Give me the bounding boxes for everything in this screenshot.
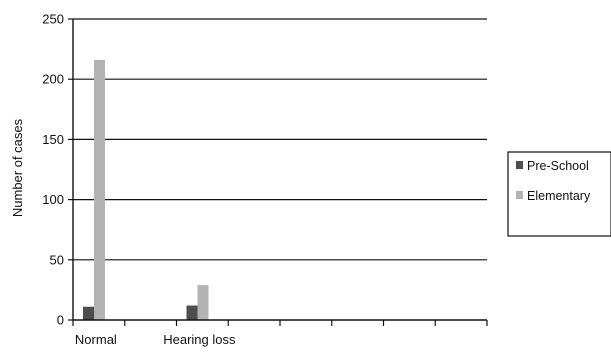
legend-swatch	[516, 191, 523, 199]
y-tick-label: 50	[50, 252, 64, 267]
legend: Pre-School Elementary	[507, 151, 611, 237]
bar-pre-school	[83, 306, 94, 320]
legend-swatch	[516, 161, 523, 169]
bar-pre-school	[186, 305, 198, 320]
legend-label: Pre-School	[527, 159, 589, 173]
y-tick-label: 100	[42, 192, 64, 207]
y-tick-label: 0	[57, 313, 64, 328]
legend-box	[507, 151, 611, 237]
y-tick-label: 250	[42, 12, 64, 27]
x-category-label: Hearing loss	[163, 332, 236, 347]
axes	[68, 18, 488, 326]
gridlines	[73, 18, 487, 261]
bar-elementary	[197, 285, 209, 320]
x-category-label: Normal	[75, 332, 117, 347]
y-tick-label: 150	[42, 132, 64, 147]
bars	[83, 59, 209, 320]
bar-elementary	[94, 59, 105, 320]
y-tick-labels: 0 50 100 150 200 250	[42, 12, 64, 328]
x-category-labels: Normal Hearing loss	[75, 332, 236, 347]
y-tick-label: 200	[42, 72, 64, 87]
legend-label: Elementary	[527, 189, 591, 203]
y-axis-title: Number of cases	[10, 118, 25, 217]
